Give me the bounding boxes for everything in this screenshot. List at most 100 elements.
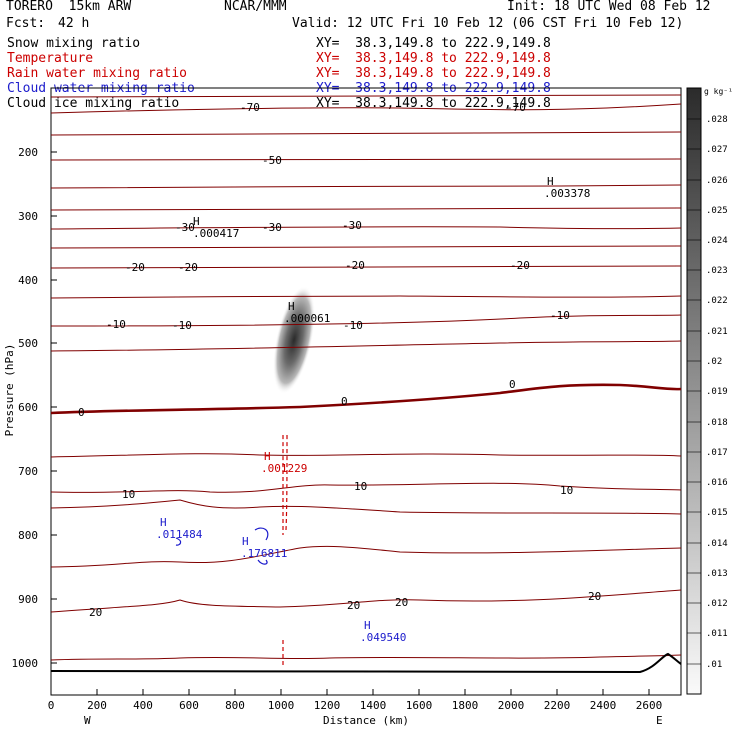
contour-label: 0 (509, 378, 516, 391)
y-tick-label: 200 (18, 146, 38, 159)
west-label: W (84, 714, 91, 727)
contour-label: -20 (345, 259, 365, 272)
legend-snow-name: Snow mixing ratio (7, 36, 141, 51)
contour-label: 20 (395, 596, 408, 609)
x-tick-label: 0 (48, 699, 55, 712)
colorbar-unit: g kg⁻¹ (704, 87, 733, 96)
x-tick-label: 1800 (452, 699, 479, 712)
x-tick-label: 1000 (268, 699, 295, 712)
y-tick-label: 900 (18, 593, 38, 606)
colorbar-label: .015 (706, 508, 728, 518)
colorbar-label: .02 (706, 357, 722, 367)
cloud-water-contours (175, 527, 269, 565)
colorbar-label: .018 (706, 418, 728, 428)
contour-labels: -70 -70 -50 -30 -30 -30 -20 -20 -20 -20 … (78, 101, 601, 619)
colorbar-label: .027 (706, 145, 728, 155)
contour-label: -30 (342, 219, 362, 232)
y-axis-labels: 200 300 400 500 600 700 800 900 1000 (12, 146, 39, 670)
max-value: .001229 (261, 462, 307, 475)
max-markers: H .000417 H .000061 H .003378 H .001229 … (156, 175, 590, 644)
colorbar-label: .019 (706, 387, 728, 397)
max-mark-h: H (193, 215, 200, 228)
x-tick-label: 800 (225, 699, 245, 712)
max-value: .049540 (360, 631, 406, 644)
contour-label: -30 (262, 221, 282, 234)
colorbar-label: .017 (706, 448, 728, 458)
contour-label: 0 (78, 406, 85, 419)
x-axis-ticks (50, 689, 650, 695)
x-tick-label: 2400 (590, 699, 617, 712)
y-axis-ticks (51, 151, 57, 664)
init-time: Init: 18 UTC Wed 08 Feb 12 (507, 0, 711, 14)
east-label: E (656, 714, 663, 727)
contour-label: 20 (347, 599, 360, 612)
max-value: .176811 (241, 547, 287, 560)
contour-label: -20 (125, 261, 145, 274)
colorbar-label: .014 (706, 539, 728, 549)
contour-label: -20 (178, 261, 198, 274)
x-tick-label: 400 (133, 699, 153, 712)
max-value: .011484 (156, 528, 203, 541)
snow-shading (273, 286, 315, 394)
x-tick-label: 2000 (498, 699, 525, 712)
contour-label: 10 (122, 488, 135, 501)
max-value: .000061 (284, 312, 330, 325)
x-tick-label: 1600 (406, 699, 433, 712)
forecast-label: Fcst: (6, 16, 46, 31)
contour-label: -20 (510, 259, 530, 272)
x-tick-label: 1400 (360, 699, 387, 712)
model-title: TORERO 15km ARW (6, 0, 132, 14)
max-mark-h: H (547, 175, 554, 188)
colorbar-label: .013 (706, 569, 728, 579)
max-mark-h: H (264, 450, 271, 463)
colorbar-label: .028 (706, 115, 728, 125)
contour-label: 10 (560, 484, 573, 497)
contour-label: 0 (341, 395, 348, 408)
x-tick-label: 2600 (636, 699, 663, 712)
legend-temperature-xy: XY= 38.3,149.8 to 222.9,149.8 (316, 51, 551, 66)
legend-cloud-water-name: Cloud water mixing ratio (7, 81, 195, 96)
rain-contours (282, 434, 288, 668)
contour-label: -30 (175, 221, 195, 234)
contour-label: -70 (506, 101, 526, 114)
colorbar-label: .021 (706, 327, 728, 337)
max-value: .000417 (193, 227, 239, 240)
max-mark-h: H (364, 619, 371, 632)
forecast-hour: 42 h (58, 16, 90, 31)
colorbar-label: .025 (706, 206, 728, 216)
colorbar-label: .01 (706, 660, 722, 670)
contour-label: 10 (354, 480, 367, 493)
legend-cloud-ice-name: Cloud ice mixing ratio (7, 96, 180, 111)
colorbar-label: .023 (706, 266, 728, 276)
y-tick-label: 1000 (12, 657, 39, 670)
colorbar-label: .016 (706, 478, 728, 488)
colorbar-label: .011 (706, 629, 728, 639)
colorbar-label: .026 (706, 176, 728, 186)
x-tick-label: 200 (87, 699, 107, 712)
max-mark-h: H (288, 300, 295, 313)
x-axis-labels: 0 200 400 600 800 1000 1200 1400 1600 18… (48, 699, 663, 712)
y-tick-label: 600 (18, 401, 38, 414)
x-tick-label: 1200 (314, 699, 341, 712)
center-label: NCAR/MMM (224, 0, 287, 14)
contour-label: -10 (172, 319, 192, 332)
colorbar-label: .024 (706, 236, 728, 246)
max-value: .003378 (544, 187, 590, 200)
colorbar-label: .012 (706, 599, 728, 609)
contour-label: -10 (106, 318, 126, 331)
contour-label: -10 (343, 319, 363, 332)
max-mark-h: H (242, 535, 249, 548)
legend-cloud-ice-xy: XY= 38.3,149.8 to 222.9,149.8 (316, 96, 551, 111)
contour-label: -10 (550, 309, 570, 322)
contour-label: 20 (89, 606, 102, 619)
terrain-profile (50, 652, 682, 674)
y-tick-label: 700 (18, 465, 38, 478)
valid-time: Valid: 12 UTC Fri 10 Feb 12 (06 CST Fri … (292, 16, 684, 31)
x-axis-title: Distance (km) (323, 714, 409, 727)
plot-frame (50, 87, 682, 696)
colorbar-ticks (687, 118, 701, 665)
legend-rain-xy: XY= 38.3,149.8 to 222.9,149.8 (316, 66, 551, 81)
colorbar-label: .022 (706, 296, 728, 306)
x-tick-label: 2200 (544, 699, 571, 712)
